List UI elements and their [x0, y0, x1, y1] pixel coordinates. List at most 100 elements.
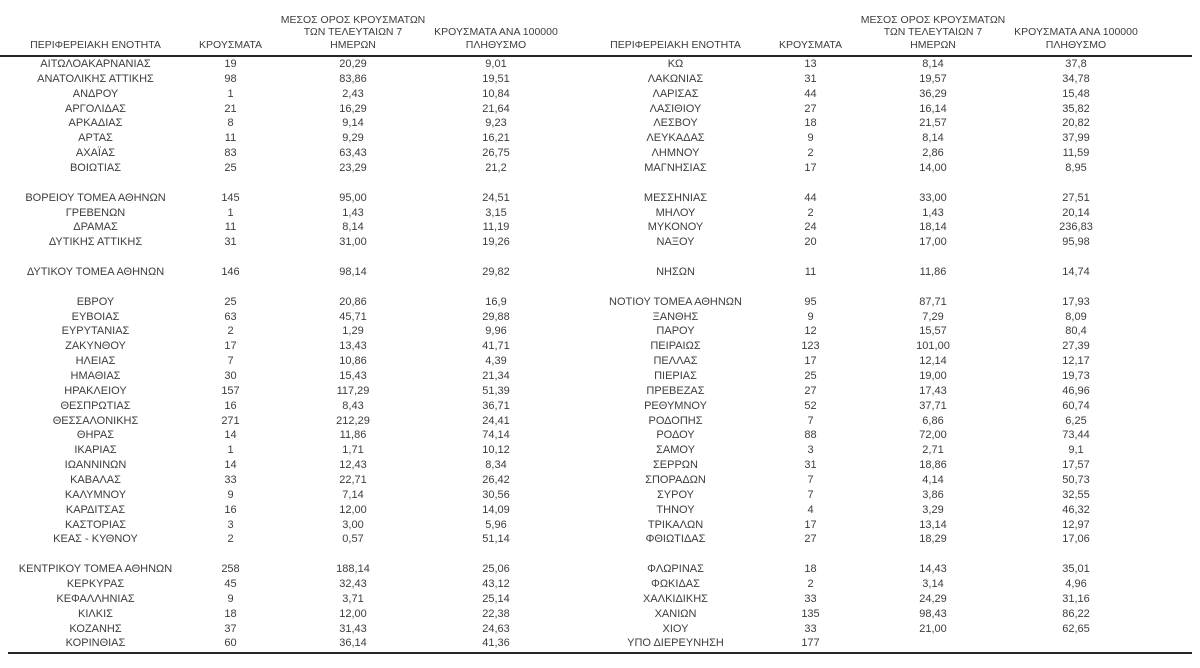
- cases-value-cell: 4: [807, 503, 814, 516]
- avg7-value-cell: 7,29: [922, 310, 944, 323]
- region-name-cell: ΣΑΜΟΥ: [656, 444, 695, 457]
- region-name-cell: ΥΠΟ ΔΙΕΡΕΥΝΗΣΗ: [627, 637, 724, 650]
- avg7-value-cell: 17,00: [919, 236, 947, 249]
- avg7-value-cell: 8,14: [922, 57, 944, 70]
- table-row: ΣΥΡΟΥ 7 3,86 32,55: [588, 488, 1144, 503]
- region-name-cell: ΚΟΡΙΝΘΙΑΣ: [65, 637, 126, 650]
- avg7-value-cell: 98,43: [919, 607, 947, 620]
- table-row: ΛΕΥΚΑΔΑΣ 9 8,14 37,99: [588, 131, 1144, 146]
- cases-value-cell: 11: [224, 221, 237, 234]
- per100k-value-cell: 24,63: [482, 622, 510, 635]
- tables-container: ΠΕΡΙΦΕΡΕΙΑΚΗ ΕΝΟΤΗΤΑ ΚΡΟΥΣΜΑΤΑ ΜΕΣΟΣ ΟΡΟ…: [8, 0, 1144, 651]
- region-name-cell: ΙΚΑΡΙΑΣ: [74, 444, 117, 457]
- column-header-avg7-line3: ΗΜΕΡΩΝ: [910, 38, 956, 51]
- region-name-cell: ΑΡΚΑΔΙΑΣ: [68, 117, 123, 130]
- cases-value-cell: 31: [224, 236, 237, 249]
- table-row: ΒΟΡΕΙΟΥ ΤΟΜΕΑ ΑΘΗΝΩΝ 145 95,00 24,51: [8, 191, 564, 206]
- region-name-cell: ΝΟΤΙΟΥ ΤΟΜΕΑ ΑΘΗΝΩΝ: [609, 295, 742, 308]
- avg7-value-cell: 83,86: [339, 72, 367, 85]
- column-header-avg7: ΜΕΣΟΣ ΟΡΟΣ ΚΡΟΥΣΜΑΤΩΝ ΤΩΝ ΤΕΛΕΥΤΑΙΩΝ 7 Η…: [858, 14, 1008, 52]
- cases-value-cell: 2: [807, 206, 814, 219]
- per100k-value-cell: 50,73: [1062, 473, 1090, 486]
- region-name-cell: ΠΑΡΟΥ: [656, 325, 695, 338]
- region-name-cell: ΚΕΝΤΡΙΚΟΥ ΤΟΜΕΑ ΑΘΗΝΩΝ: [18, 563, 173, 576]
- per100k-value-cell: 14,09: [482, 503, 510, 516]
- column-header-region: ΠΕΡΙΦΕΡΕΙΑΚΗ ΕΝΟΤΗΤΑ: [610, 38, 741, 51]
- region-name-cell: ΛΕΣΒΟΥ: [653, 117, 698, 130]
- table-row: ΕΒΡΟΥ 25 20,86 16,9: [8, 295, 564, 310]
- region-name-cell: ΕΥΡΥΤΑΝΙΑΣ: [61, 325, 130, 338]
- table-row: ΣΕΡΡΩΝ 31 18,86 17,57: [588, 458, 1144, 473]
- per100k-value-cell: 8,34: [485, 459, 507, 472]
- per100k-value-cell: 6,25: [1065, 414, 1087, 427]
- per100k-value-cell: 37,8: [1065, 57, 1087, 70]
- table-row: ΤΡΙΚΑΛΩΝ 17 13,14 12,97: [588, 518, 1144, 533]
- table-row: ΞΑΝΘΗΣ 9 7,29 8,09: [588, 310, 1144, 325]
- spacer-row: [588, 176, 1144, 191]
- cases-value-cell: 19: [224, 57, 237, 70]
- region-name-cell: ΧΙΟΥ: [662, 622, 689, 635]
- region-name-cell: ΚΟΖΑΝΗΣ: [69, 622, 122, 635]
- table-row: ΝΗΣΩΝ 11 11,86 14,74: [588, 265, 1144, 280]
- cases-value-cell: 271: [221, 414, 240, 427]
- table-row: ΛΕΣΒΟΥ 18 21,57 20,82: [588, 116, 1144, 131]
- avg7-value-cell: 63,43: [339, 147, 367, 160]
- table-row: ΠΕΛΛΑΣ 17 12,14 12,17: [588, 354, 1144, 369]
- cases-value-cell: 95: [804, 295, 817, 308]
- region-name-cell: ΡΟΔΟΠΗΣ: [648, 414, 703, 427]
- per100k-value-cell: 27,51: [1062, 191, 1090, 204]
- avg7-value-cell: 22,71: [339, 473, 367, 486]
- avg7-value-cell: 15,57: [919, 325, 947, 338]
- cases-value-cell: 8: [227, 117, 234, 130]
- table-row: ΛΑΚΩΝΙΑΣ 31 19,57 34,78: [588, 72, 1144, 87]
- per100k-value-cell: 74,14: [482, 429, 510, 442]
- region-name-cell: ΛΑΣΙΘΙΟΥ: [649, 102, 702, 115]
- avg7-value-cell: 188,14: [336, 563, 370, 576]
- cases-value-cell: 9: [227, 592, 234, 605]
- region-name-cell: ΣΠΟΡΑΔΩΝ: [645, 473, 706, 486]
- table-row: ΜΕΣΣΗΝΙΑΣ 44 33,00 27,51: [588, 191, 1144, 206]
- cases-value-cell: 83: [224, 147, 237, 160]
- table-row: ΜΗΛΟΥ 2 1,43 20,14: [588, 206, 1144, 221]
- per100k-value-cell: 27,39: [1062, 340, 1090, 353]
- cases-value-cell: 3: [807, 444, 814, 457]
- avg7-value-cell: 95,00: [339, 191, 367, 204]
- region-name-cell: ΚΕΦΑΛΛΗΝΙΑΣ: [56, 592, 135, 605]
- avg7-value-cell: 3,86: [922, 488, 944, 501]
- region-name-cell: ΗΡΑΚΛΕΙΟΥ: [64, 384, 127, 397]
- region-name-cell: ΛΗΜΝΟΥ: [651, 147, 700, 160]
- table-row: ΧΑΛΚΙΔΙΚΗΣ 33 24,29 31,16: [588, 592, 1144, 607]
- avg7-value-cell: 2,71: [922, 444, 944, 457]
- region-name-cell: ΛΑΚΩΝΙΑΣ: [647, 72, 704, 85]
- per100k-value-cell: 73,44: [1062, 429, 1090, 442]
- cases-value-cell: 31: [804, 72, 817, 85]
- per100k-value-cell: 35,82: [1062, 102, 1090, 115]
- table-row: ΑΡΚΑΔΙΑΣ 8 9,14 9,23: [8, 116, 564, 131]
- table-row: ΛΑΡΙΣΑΣ 44 36,29 15,48: [588, 87, 1144, 102]
- region-name-cell: ΒΟΙΩΤΙΑΣ: [69, 161, 122, 174]
- avg7-value-cell: 18,86: [919, 459, 947, 472]
- table-row: ΥΠΟ ΔΙΕΡΕΥΝΗΣΗ 177: [588, 637, 1144, 652]
- avg7-value-cell: 33,00: [919, 191, 947, 204]
- region-name-cell: ΑΙΤΩΛΟΑΚΑΡΝΑΝΙΑΣ: [40, 57, 151, 70]
- avg7-value-cell: 36,14: [339, 637, 367, 650]
- avg7-value-cell: 8,14: [922, 132, 944, 145]
- per100k-value-cell: 20,82: [1062, 117, 1090, 130]
- table-row: ΑΧΑΪΑΣ 83 63,43 26,75: [8, 146, 564, 161]
- avg7-value-cell: 18,29: [919, 533, 947, 546]
- cases-value-cell: 16: [224, 399, 237, 412]
- cases-value-cell: 37: [224, 622, 237, 635]
- per100k-value-cell: 8,95: [1065, 161, 1087, 174]
- column-header-avg7-line2: ΤΩΝ ΤΕΛΕΥΤΑΙΩΝ 7: [303, 26, 403, 38]
- cases-value-cell: 146: [221, 265, 240, 278]
- avg7-value-cell: 20,29: [339, 57, 367, 70]
- per100k-value-cell: 15,48: [1062, 87, 1090, 100]
- region-name-cell: ΔΡΑΜΑΣ: [73, 221, 118, 234]
- avg7-value-cell: 7,14: [342, 488, 364, 501]
- avg7-value-cell: 8,43: [342, 399, 364, 412]
- per100k-value-cell: 25,06: [482, 563, 510, 576]
- cases-value-cell: 1: [227, 206, 234, 219]
- cases-value-cell: 1: [227, 444, 234, 457]
- avg7-value-cell: 17,43: [919, 384, 947, 397]
- per100k-value-cell: 30,56: [482, 488, 510, 501]
